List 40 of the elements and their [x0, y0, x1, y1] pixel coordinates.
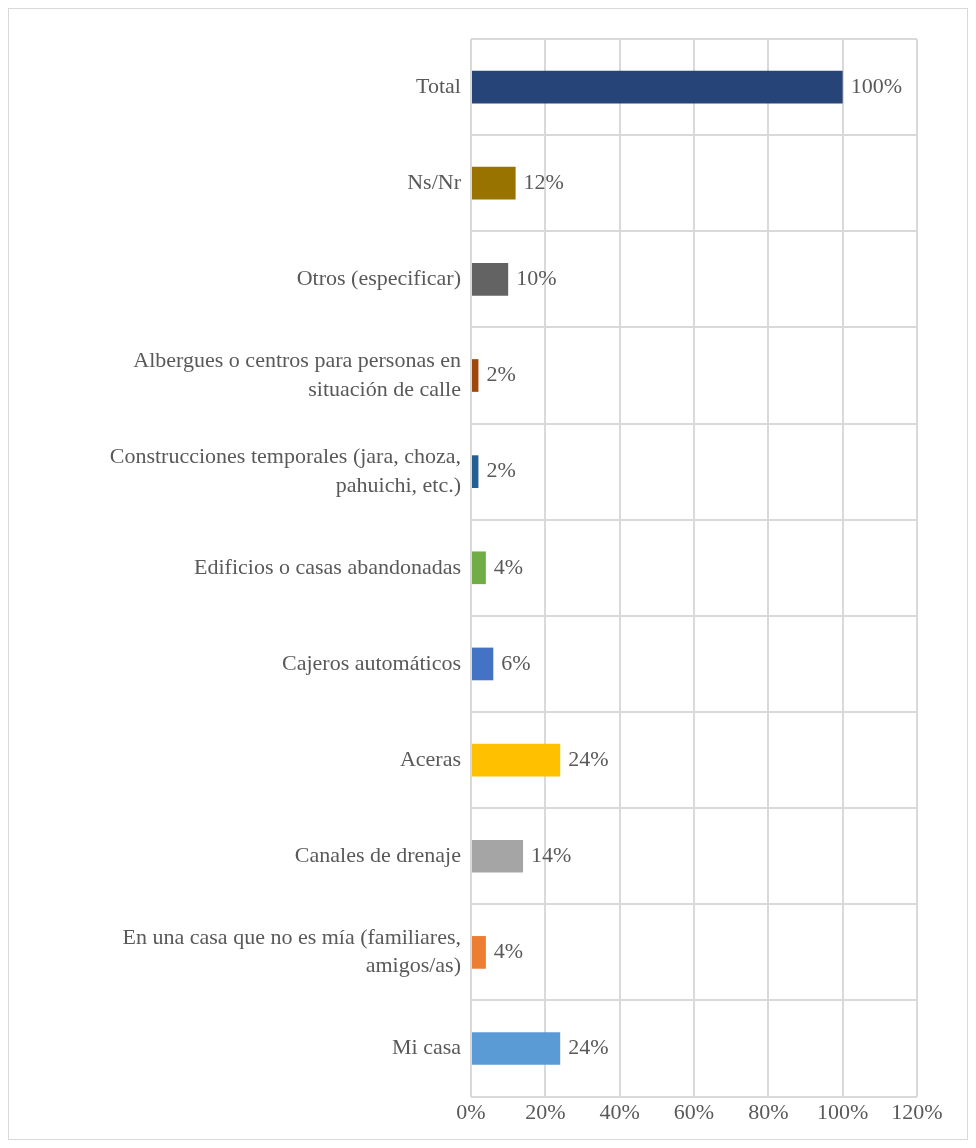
y-tick-label: Ns/Nr — [407, 169, 462, 194]
bar — [472, 263, 509, 296]
y-tick-label: En una casa que no es mía (familiares, amigos/as) — [122, 923, 461, 978]
y-tick-label: Construcciones temporales (jara, choza, pahuichi, etc.) — [109, 443, 461, 497]
bar — [472, 359, 479, 392]
data-label: 4% — [493, 553, 524, 579]
x-tick-label: 80% — [748, 1098, 789, 1124]
x-tick-label: 120% — [891, 1098, 943, 1124]
y-tick-label: Edificios o casas abandonadas — [194, 553, 461, 579]
data-label: 14% — [531, 842, 572, 868]
bar — [472, 1032, 561, 1065]
data-label: 2% — [486, 457, 516, 483]
y-tick-label: Total — [416, 72, 461, 98]
data-label: 6% — [501, 649, 531, 675]
y-tick-label: Otros (especificar) — [296, 265, 461, 291]
x-tick-label: 20% — [525, 1098, 566, 1124]
x-tick-label: 40% — [599, 1098, 640, 1124]
data-label: 100% — [850, 72, 902, 98]
y-tick-label: Mi casa — [391, 1034, 462, 1060]
bar — [472, 455, 479, 488]
y-tick-label: Albergues o centros para personas en situación de calle — [133, 346, 461, 401]
data-label: 2% — [486, 361, 516, 387]
data-label: 4% — [493, 938, 524, 964]
x-tick-label: 0% — [456, 1098, 486, 1124]
data-label: 24% — [568, 1034, 609, 1060]
bar — [472, 936, 486, 969]
data-label: 12% — [523, 169, 564, 194]
bar — [472, 647, 494, 681]
bar — [472, 166, 516, 200]
bar — [472, 551, 486, 585]
y-tick-label: Aceras — [399, 745, 461, 771]
bar — [472, 743, 561, 777]
bar — [472, 839, 524, 873]
data-label: 24% — [568, 745, 609, 771]
y-tick-label: Cajeros automáticos — [281, 649, 461, 675]
y-tick-label: Canales de drenaje — [294, 842, 461, 868]
data-label: 10% — [516, 265, 557, 291]
bar — [472, 70, 843, 104]
x-tick-label: 100% — [817, 1098, 869, 1124]
x-tick-label: 60% — [673, 1098, 715, 1124]
